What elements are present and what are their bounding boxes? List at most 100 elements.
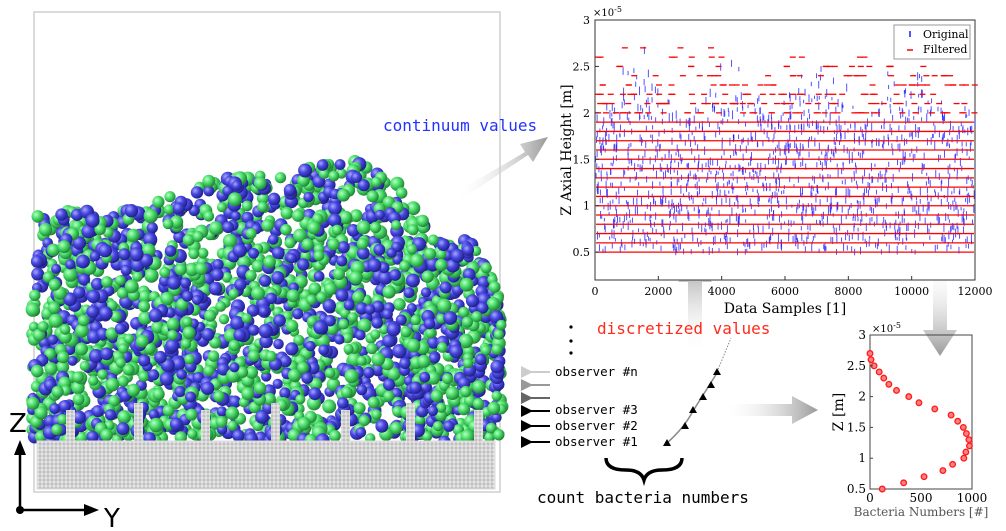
bacterium-sphere: [462, 358, 474, 369]
bacterium-sphere: [162, 218, 174, 230]
bacterium-sphere: [67, 355, 78, 366]
bacterium-sphere: [351, 171, 363, 183]
bacterium-sphere: [476, 302, 489, 314]
bacterium-sphere: [405, 273, 420, 288]
bacterium-sphere: [306, 396, 322, 411]
bacterium-sphere: [420, 287, 432, 298]
bacterium-sphere: [383, 390, 395, 402]
bacterium-sphere: [423, 247, 437, 260]
observer-2-label: observer #2: [555, 418, 638, 433]
y-tick-label: 1: [583, 200, 590, 213]
bacterium-sphere: [72, 236, 87, 250]
bacterium-sphere: [228, 288, 239, 299]
bacterium-sphere: [486, 297, 501, 311]
profile-point: [962, 430, 970, 438]
bacterium-sphere: [437, 342, 448, 353]
observer-3-label: observer #3: [555, 402, 638, 417]
y-tick-label: 1.5: [573, 153, 591, 166]
y-tick-label: 1.5: [847, 420, 866, 434]
substrate-pillars: [66, 403, 483, 448]
bacterium-sphere: [271, 271, 285, 284]
bacterium-sphere: [63, 267, 78, 282]
bacterium-sphere: [227, 192, 242, 207]
bacterium-sphere: [138, 289, 152, 304]
profile-point: [965, 436, 973, 444]
bacterium-sphere: [465, 294, 480, 308]
bacterium-sphere: [207, 350, 220, 362]
discretized-point-triangle: [707, 381, 715, 388]
bacterium-sphere: [251, 286, 265, 301]
pillar: [474, 410, 483, 448]
bacterium-sphere: [208, 281, 223, 296]
bacterium-sphere: [203, 365, 215, 377]
bacterium-sphere: [115, 357, 126, 368]
bacterium-sphere: [138, 354, 151, 367]
y-tick-label: 2.5: [847, 359, 866, 373]
bacterium-sphere: [167, 329, 178, 341]
discretized-point-triangle: [713, 368, 721, 375]
bacterium-sphere: [265, 350, 277, 362]
bacterium-sphere: [167, 276, 181, 290]
legend-original-label: Original: [923, 28, 969, 41]
bacterium-sphere: [37, 321, 49, 332]
bacterium-sphere: [318, 344, 330, 356]
bacterium-sphere: [143, 232, 158, 247]
bacterium-sphere: [301, 372, 314, 384]
bacterium-sphere: [212, 259, 224, 271]
bacterium-sphere: [389, 269, 401, 281]
bacterium-sphere: [75, 342, 88, 356]
bacterium-sphere: [382, 285, 396, 299]
bacterium-sphere: [496, 319, 507, 331]
bacterium-sphere: [261, 219, 274, 232]
bacterium-sphere: [256, 192, 270, 205]
bacterium-sphere: [395, 314, 407, 326]
bacterium-sphere: [355, 427, 367, 438]
bacterium-sphere: [334, 159, 346, 170]
bacteria-profile-chart: 0 500 1000 0.5 1 1.5 2 2.5 3 ×10-5 Bacteria Number…: [831, 321, 988, 519]
bacterium-sphere: [369, 221, 382, 234]
pillar: [134, 403, 143, 441]
profile-point: [962, 448, 970, 456]
bacterium-sphere: [159, 266, 171, 278]
bacterium-sphere: [181, 290, 193, 302]
bacterium-sphere: [324, 367, 336, 379]
x-tick-label: 0: [866, 491, 874, 505]
observers: observer #n observer #3 observer #2 obse…: [521, 325, 638, 449]
plot-area: [869, 334, 973, 490]
bacterium-sphere: [460, 385, 472, 398]
bacterium-sphere: [313, 250, 325, 262]
profile-point: [939, 467, 947, 474]
bacterium-sphere: [163, 204, 175, 215]
bacterium-sphere: [48, 313, 63, 328]
bacterium-sphere: [308, 282, 322, 295]
pillar: [341, 410, 350, 448]
bacterium-sphere: [56, 360, 70, 374]
bacterium-sphere: [180, 277, 191, 289]
bacterium-sphere: [34, 406, 48, 420]
bacterium-sphere: [427, 405, 438, 417]
bacterium-sphere: [120, 264, 132, 276]
bacterium-sphere: [336, 255, 348, 267]
bacterium-sphere: [225, 406, 239, 420]
bacterium-sphere: [347, 312, 358, 323]
discretized-curve: [604, 337, 732, 487]
bacterium-sphere: [108, 395, 120, 407]
bacterium-sphere: [328, 170, 340, 182]
y-tick-label: 3: [858, 328, 866, 342]
bacterium-sphere: [110, 311, 122, 323]
substrate: [36, 440, 496, 490]
bacterium-sphere: [26, 396, 40, 410]
bacterium-sphere: [185, 391, 197, 403]
bacterium-sphere: [232, 429, 245, 442]
bacterium-sphere: [356, 246, 370, 260]
bacterium-sphere: [192, 295, 202, 305]
bacterium-sphere: [248, 324, 260, 336]
bacterium-sphere: [79, 360, 90, 371]
bacterium-sphere: [174, 263, 187, 276]
bacterium-sphere: [148, 369, 160, 381]
profile-point: [905, 393, 913, 401]
x-tick-label: 6000: [771, 285, 799, 298]
bacterium-sphere: [393, 298, 406, 311]
y-axis-label: Y: [103, 504, 120, 531]
bacterium-sphere: [228, 339, 240, 352]
